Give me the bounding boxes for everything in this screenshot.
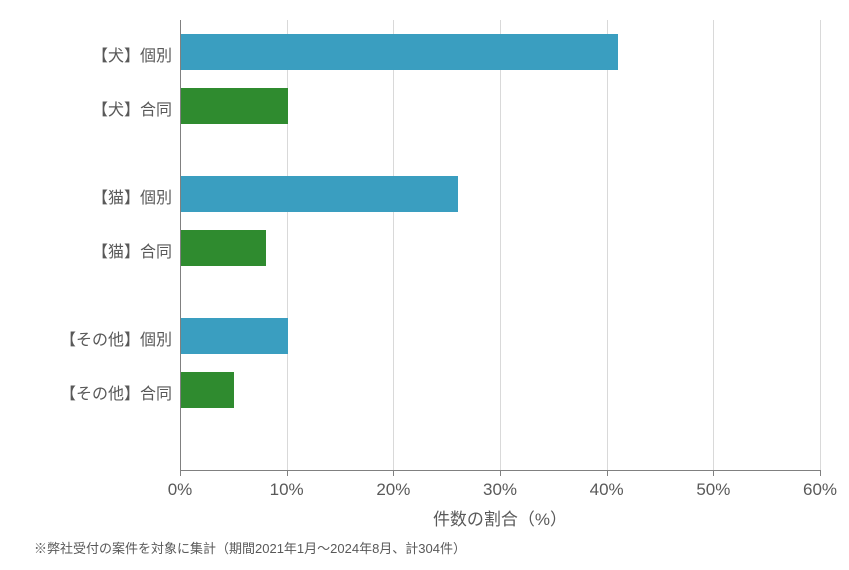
y-category-label: 【猫】個別 xyxy=(92,184,172,208)
gridline xyxy=(713,20,714,470)
gridline xyxy=(820,20,821,470)
x-tick-mark xyxy=(287,470,288,476)
x-tick-label: 10% xyxy=(257,480,317,500)
x-tick-mark xyxy=(607,470,608,476)
x-tick-mark xyxy=(393,470,394,476)
x-tick-label: 40% xyxy=(577,480,637,500)
bar xyxy=(181,88,288,124)
y-category-label: 【その他】合同 xyxy=(60,380,172,404)
bar xyxy=(181,34,618,70)
x-tick-label: 0% xyxy=(150,480,210,500)
x-tick-label: 60% xyxy=(790,480,849,500)
y-category-label: 【犬】合同 xyxy=(92,96,172,120)
bar xyxy=(181,230,266,266)
y-category-label: 【猫】合同 xyxy=(92,238,172,262)
gridline xyxy=(393,20,394,470)
x-tick-label: 30% xyxy=(470,480,530,500)
bar xyxy=(181,372,234,408)
x-tick-mark xyxy=(180,470,181,476)
x-tick-label: 20% xyxy=(363,480,423,500)
chart-container: 0% 10% 20% 30% 40% 50% 60% 【犬】個別【犬】合同【猫】個別【猫】合… xyxy=(0,0,849,570)
x-axis-title: 件数の割合（%） xyxy=(180,505,820,530)
chart-footnote: ※弊社受付の案件を対象に集計（期間2021年1月～2024年8月、計304件） xyxy=(34,538,466,557)
gridline xyxy=(607,20,608,470)
x-tick-mark xyxy=(820,470,821,476)
x-tick-label: 50% xyxy=(683,480,743,500)
x-tick-mark xyxy=(500,470,501,476)
gridline xyxy=(500,20,501,470)
y-category-label: 【犬】個別 xyxy=(92,42,172,66)
bar xyxy=(181,176,458,212)
x-tick-mark xyxy=(713,470,714,476)
y-category-label: 【その他】個別 xyxy=(60,326,172,350)
bar xyxy=(181,318,288,354)
